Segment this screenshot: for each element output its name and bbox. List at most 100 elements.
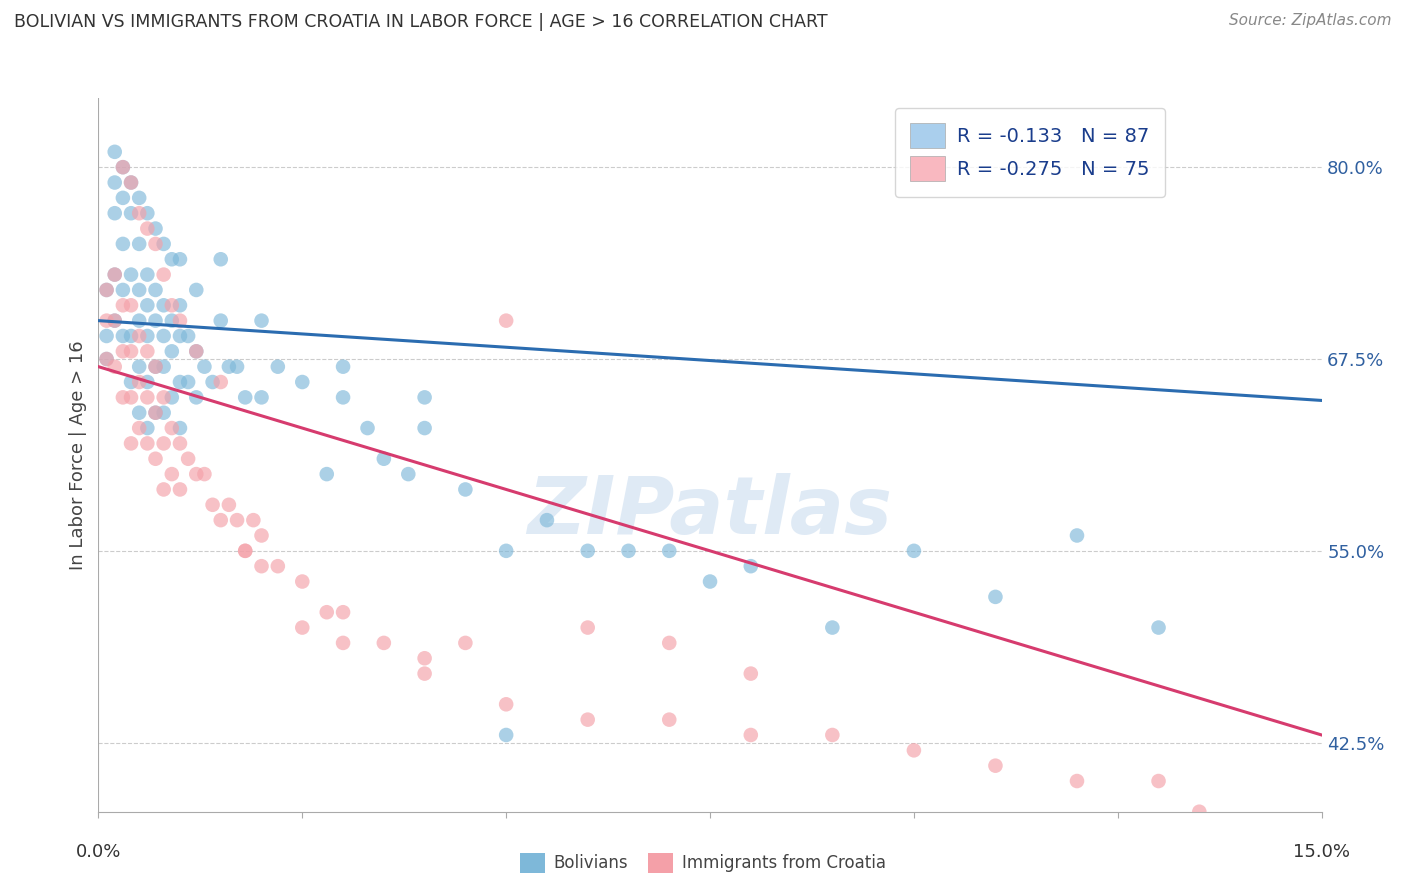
Point	[128, 283, 150, 297]
Point	[576, 713, 599, 727]
Point	[111, 236, 134, 251]
Point	[104, 145, 127, 159]
Point	[120, 176, 142, 190]
Point	[291, 574, 314, 589]
Point	[145, 313, 167, 327]
Point	[96, 351, 118, 366]
Point	[218, 359, 240, 374]
Point	[699, 574, 721, 589]
Point	[201, 498, 224, 512]
Point	[120, 298, 142, 312]
Point	[104, 313, 127, 327]
Point	[821, 728, 844, 742]
Point	[413, 390, 436, 404]
Point	[903, 544, 925, 558]
Point	[413, 666, 436, 681]
Point	[160, 252, 183, 267]
Point	[169, 298, 191, 312]
Point	[617, 544, 640, 558]
Point	[218, 498, 240, 512]
Point	[177, 329, 200, 343]
Point	[169, 421, 191, 435]
Point	[193, 467, 215, 482]
Text: 15.0%: 15.0%	[1294, 843, 1350, 861]
Point	[209, 375, 232, 389]
Point	[136, 221, 159, 235]
Point	[413, 651, 436, 665]
Point	[495, 544, 517, 558]
Point	[111, 390, 134, 404]
Y-axis label: In Labor Force | Age > 16: In Labor Force | Age > 16	[69, 340, 87, 570]
Point	[128, 191, 150, 205]
Legend: R = -0.133   N = 87, R = -0.275   N = 75: R = -0.133 N = 87, R = -0.275 N = 75	[894, 108, 1166, 197]
Point	[209, 513, 232, 527]
Point	[291, 621, 314, 635]
Point	[576, 621, 599, 635]
Point	[413, 421, 436, 435]
Point	[111, 160, 134, 174]
Point	[136, 206, 159, 220]
Point	[226, 359, 249, 374]
Point	[120, 390, 142, 404]
Point	[152, 390, 174, 404]
Point	[903, 743, 925, 757]
Point	[152, 436, 174, 450]
Point	[250, 313, 273, 327]
Point	[120, 268, 142, 282]
Point	[104, 359, 127, 374]
Point	[128, 206, 150, 220]
Point	[96, 351, 118, 366]
Point	[250, 559, 273, 574]
Point	[373, 636, 395, 650]
Point	[186, 344, 208, 359]
Point	[315, 605, 337, 619]
Point	[136, 390, 159, 404]
Point	[396, 467, 419, 482]
Point	[160, 344, 183, 359]
Point	[740, 728, 762, 742]
Text: 0.0%: 0.0%	[76, 843, 121, 861]
Point	[169, 313, 191, 327]
Point	[111, 160, 134, 174]
Point	[104, 206, 127, 220]
Point	[169, 483, 191, 497]
Point	[332, 636, 354, 650]
Point	[740, 666, 762, 681]
Point	[120, 436, 142, 450]
Point	[96, 283, 118, 297]
Point	[152, 483, 174, 497]
Point	[120, 206, 142, 220]
Point	[658, 636, 681, 650]
Point	[169, 329, 191, 343]
Point	[145, 221, 167, 235]
Point	[250, 528, 273, 542]
Point	[201, 375, 224, 389]
Point	[136, 375, 159, 389]
Point	[242, 513, 264, 527]
Point	[209, 313, 232, 327]
Point	[152, 406, 174, 420]
Point	[186, 390, 208, 404]
Point	[177, 451, 200, 466]
Point	[1066, 528, 1088, 542]
Point	[267, 559, 290, 574]
Point	[169, 375, 191, 389]
Point	[740, 559, 762, 574]
Point	[104, 268, 127, 282]
Point	[1147, 774, 1170, 789]
Point	[209, 252, 232, 267]
Point	[1147, 621, 1170, 635]
Point	[152, 268, 174, 282]
Point	[291, 375, 314, 389]
Text: Source: ZipAtlas.com: Source: ZipAtlas.com	[1229, 13, 1392, 29]
Point	[495, 313, 517, 327]
Point	[136, 344, 159, 359]
Legend: Bolivians, Immigrants from Croatia: Bolivians, Immigrants from Croatia	[513, 847, 893, 880]
Point	[160, 467, 183, 482]
Point	[226, 513, 249, 527]
Text: BOLIVIAN VS IMMIGRANTS FROM CROATIA IN LABOR FORCE | AGE > 16 CORRELATION CHART: BOLIVIAN VS IMMIGRANTS FROM CROATIA IN L…	[14, 13, 828, 31]
Point	[136, 436, 159, 450]
Point	[128, 421, 150, 435]
Point	[186, 344, 208, 359]
Point	[160, 313, 183, 327]
